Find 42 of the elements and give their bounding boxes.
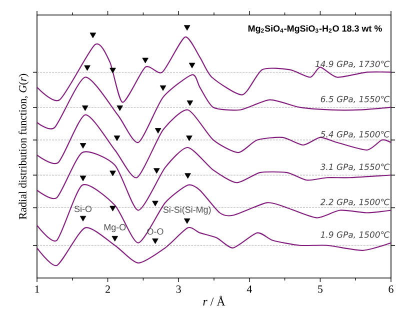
annotation: Mg-O: [104, 224, 126, 232]
point: [184, 173, 191, 179]
x-tick-label: 2: [106, 286, 110, 293]
point: [186, 100, 194, 106]
point: [186, 136, 192, 142]
point: [82, 105, 88, 111]
x-tick-label: 3: [176, 286, 181, 293]
series-label: 2.2 GPa, 1500℃: [320, 198, 390, 206]
point: [80, 143, 86, 149]
series-label: 5.4 GPa, 1500℃: [320, 131, 390, 138]
point: [84, 65, 90, 71]
point: [110, 170, 116, 176]
point: [154, 128, 162, 134]
point: [80, 176, 86, 182]
annotation: Si-Si(Si-Mg): [163, 206, 211, 215]
point: [184, 218, 190, 224]
point: [112, 236, 118, 242]
annotation: Si-O: [74, 206, 92, 212]
point: [110, 68, 116, 74]
y-axis-title: Radial distribution function, G(r): [18, 74, 29, 220]
x-tick-label: 4: [246, 286, 252, 293]
point: [160, 85, 166, 91]
point: [90, 32, 96, 38]
point: [110, 206, 116, 212]
point: [80, 216, 86, 222]
point: [184, 25, 190, 31]
point: [152, 200, 158, 206]
chart-title: Mg$_{2}$SiO$_{4}$-MgSiO$_{3}$-H$_{2}$O 18.3 wt %: [248, 25, 382, 34]
series-label: 1.9 GPa, 1500℃: [320, 231, 390, 239]
point: [142, 58, 148, 64]
point: [188, 62, 196, 68]
point: [116, 105, 123, 111]
point: [154, 168, 160, 174]
series-label: 6.5 GPa, 1550℃: [320, 96, 390, 104]
x-tick-label: 1: [35, 286, 40, 293]
series-label: 3.1 GPa, 1550℃: [320, 164, 390, 171]
x-tick-label: 5: [318, 286, 323, 293]
x-axis-title: r / Å: [203, 296, 226, 306]
point: [114, 136, 120, 142]
point: [152, 238, 158, 244]
series-label: 14.9 GPa, 1730℃: [315, 60, 390, 68]
x-tick-label: 6: [388, 286, 394, 293]
